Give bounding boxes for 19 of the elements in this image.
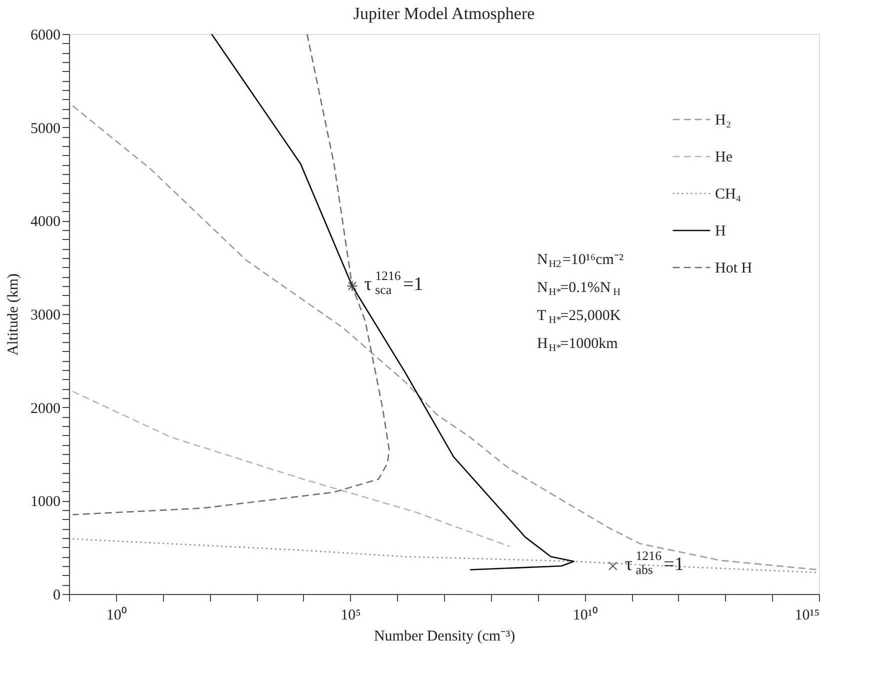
y-tick-label: 4000 <box>30 214 60 230</box>
legend-label: Hot H <box>715 260 752 276</box>
y-tick-label: 1000 <box>30 494 60 510</box>
y-tick-label: 6000 <box>30 28 60 44</box>
legend-label: He <box>715 150 733 166</box>
y-tick-label: 5000 <box>30 120 60 137</box>
x-tick-label: 10¹⁰ <box>572 606 598 624</box>
x-tick-label: 10⁵ <box>340 608 361 624</box>
legend-label: H₂ <box>715 112 732 128</box>
y-tick-label: 3000 <box>30 308 60 324</box>
x-tick-label: 10⁰ <box>106 606 126 624</box>
legend-label: H <box>715 224 726 240</box>
x-tick-label: 10¹⁵ <box>794 608 820 624</box>
x-axis-title: Number Density (cm⁻³) <box>374 628 516 644</box>
y-axis-title: Altitude (km) <box>6 273 22 356</box>
y-tick-label: 0 <box>53 588 60 604</box>
y-tick-label: 2000 <box>30 400 60 417</box>
chart-title: Jupiter Model Atmosphere <box>353 4 535 23</box>
legend-label: CH₄ <box>715 186 742 202</box>
